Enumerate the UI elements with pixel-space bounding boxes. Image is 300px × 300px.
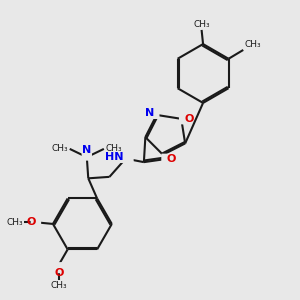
Text: N: N <box>82 145 92 155</box>
Text: O: O <box>31 218 40 227</box>
Text: N: N <box>150 109 159 118</box>
Text: O: O <box>162 154 171 164</box>
Text: HN: HN <box>115 152 133 162</box>
Text: CH₃: CH₃ <box>6 218 23 227</box>
Text: O: O <box>54 263 64 273</box>
Text: O: O <box>26 218 36 227</box>
Text: CH₃: CH₃ <box>244 40 261 50</box>
Text: O: O <box>184 114 194 124</box>
Text: CH₃: CH₃ <box>193 20 210 29</box>
Text: HN: HN <box>105 152 124 162</box>
Text: N: N <box>145 109 154 118</box>
Text: N: N <box>82 150 92 160</box>
Text: CH₃: CH₃ <box>50 281 67 290</box>
Text: O: O <box>54 268 64 278</box>
Text: O: O <box>179 114 189 124</box>
Text: CH₃: CH₃ <box>105 144 122 153</box>
Text: CH₃: CH₃ <box>52 144 69 153</box>
Text: O: O <box>167 154 176 164</box>
